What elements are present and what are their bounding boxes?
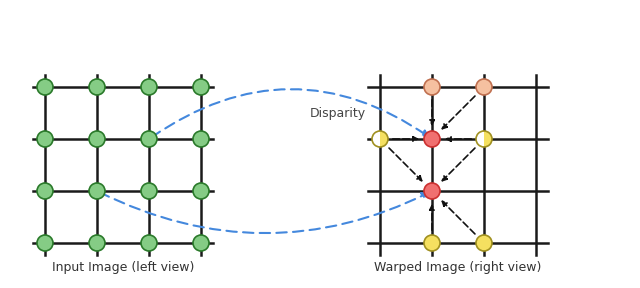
Circle shape bbox=[424, 235, 440, 251]
Circle shape bbox=[141, 235, 157, 251]
Circle shape bbox=[193, 131, 209, 147]
Circle shape bbox=[193, 235, 209, 251]
Circle shape bbox=[141, 183, 157, 199]
Wedge shape bbox=[484, 131, 492, 147]
Circle shape bbox=[37, 131, 53, 147]
Circle shape bbox=[424, 183, 440, 199]
FancyArrowPatch shape bbox=[151, 89, 428, 137]
Text: Warped Image (right view): Warped Image (right view) bbox=[374, 262, 541, 274]
Circle shape bbox=[89, 131, 105, 147]
Circle shape bbox=[89, 183, 105, 199]
Circle shape bbox=[37, 183, 53, 199]
Circle shape bbox=[89, 235, 105, 251]
Text: Disparity: Disparity bbox=[310, 107, 366, 120]
Circle shape bbox=[193, 79, 209, 95]
FancyArrowPatch shape bbox=[99, 192, 428, 233]
Wedge shape bbox=[372, 131, 380, 147]
Circle shape bbox=[37, 235, 53, 251]
Circle shape bbox=[37, 79, 53, 95]
Circle shape bbox=[193, 183, 209, 199]
Wedge shape bbox=[476, 131, 484, 147]
Text: Input Image (left view): Input Image (left view) bbox=[52, 262, 194, 274]
Circle shape bbox=[424, 131, 440, 147]
Circle shape bbox=[476, 79, 492, 95]
Circle shape bbox=[141, 131, 157, 147]
Wedge shape bbox=[380, 131, 388, 147]
Circle shape bbox=[476, 235, 492, 251]
Circle shape bbox=[424, 79, 440, 95]
Circle shape bbox=[89, 79, 105, 95]
Circle shape bbox=[141, 79, 157, 95]
